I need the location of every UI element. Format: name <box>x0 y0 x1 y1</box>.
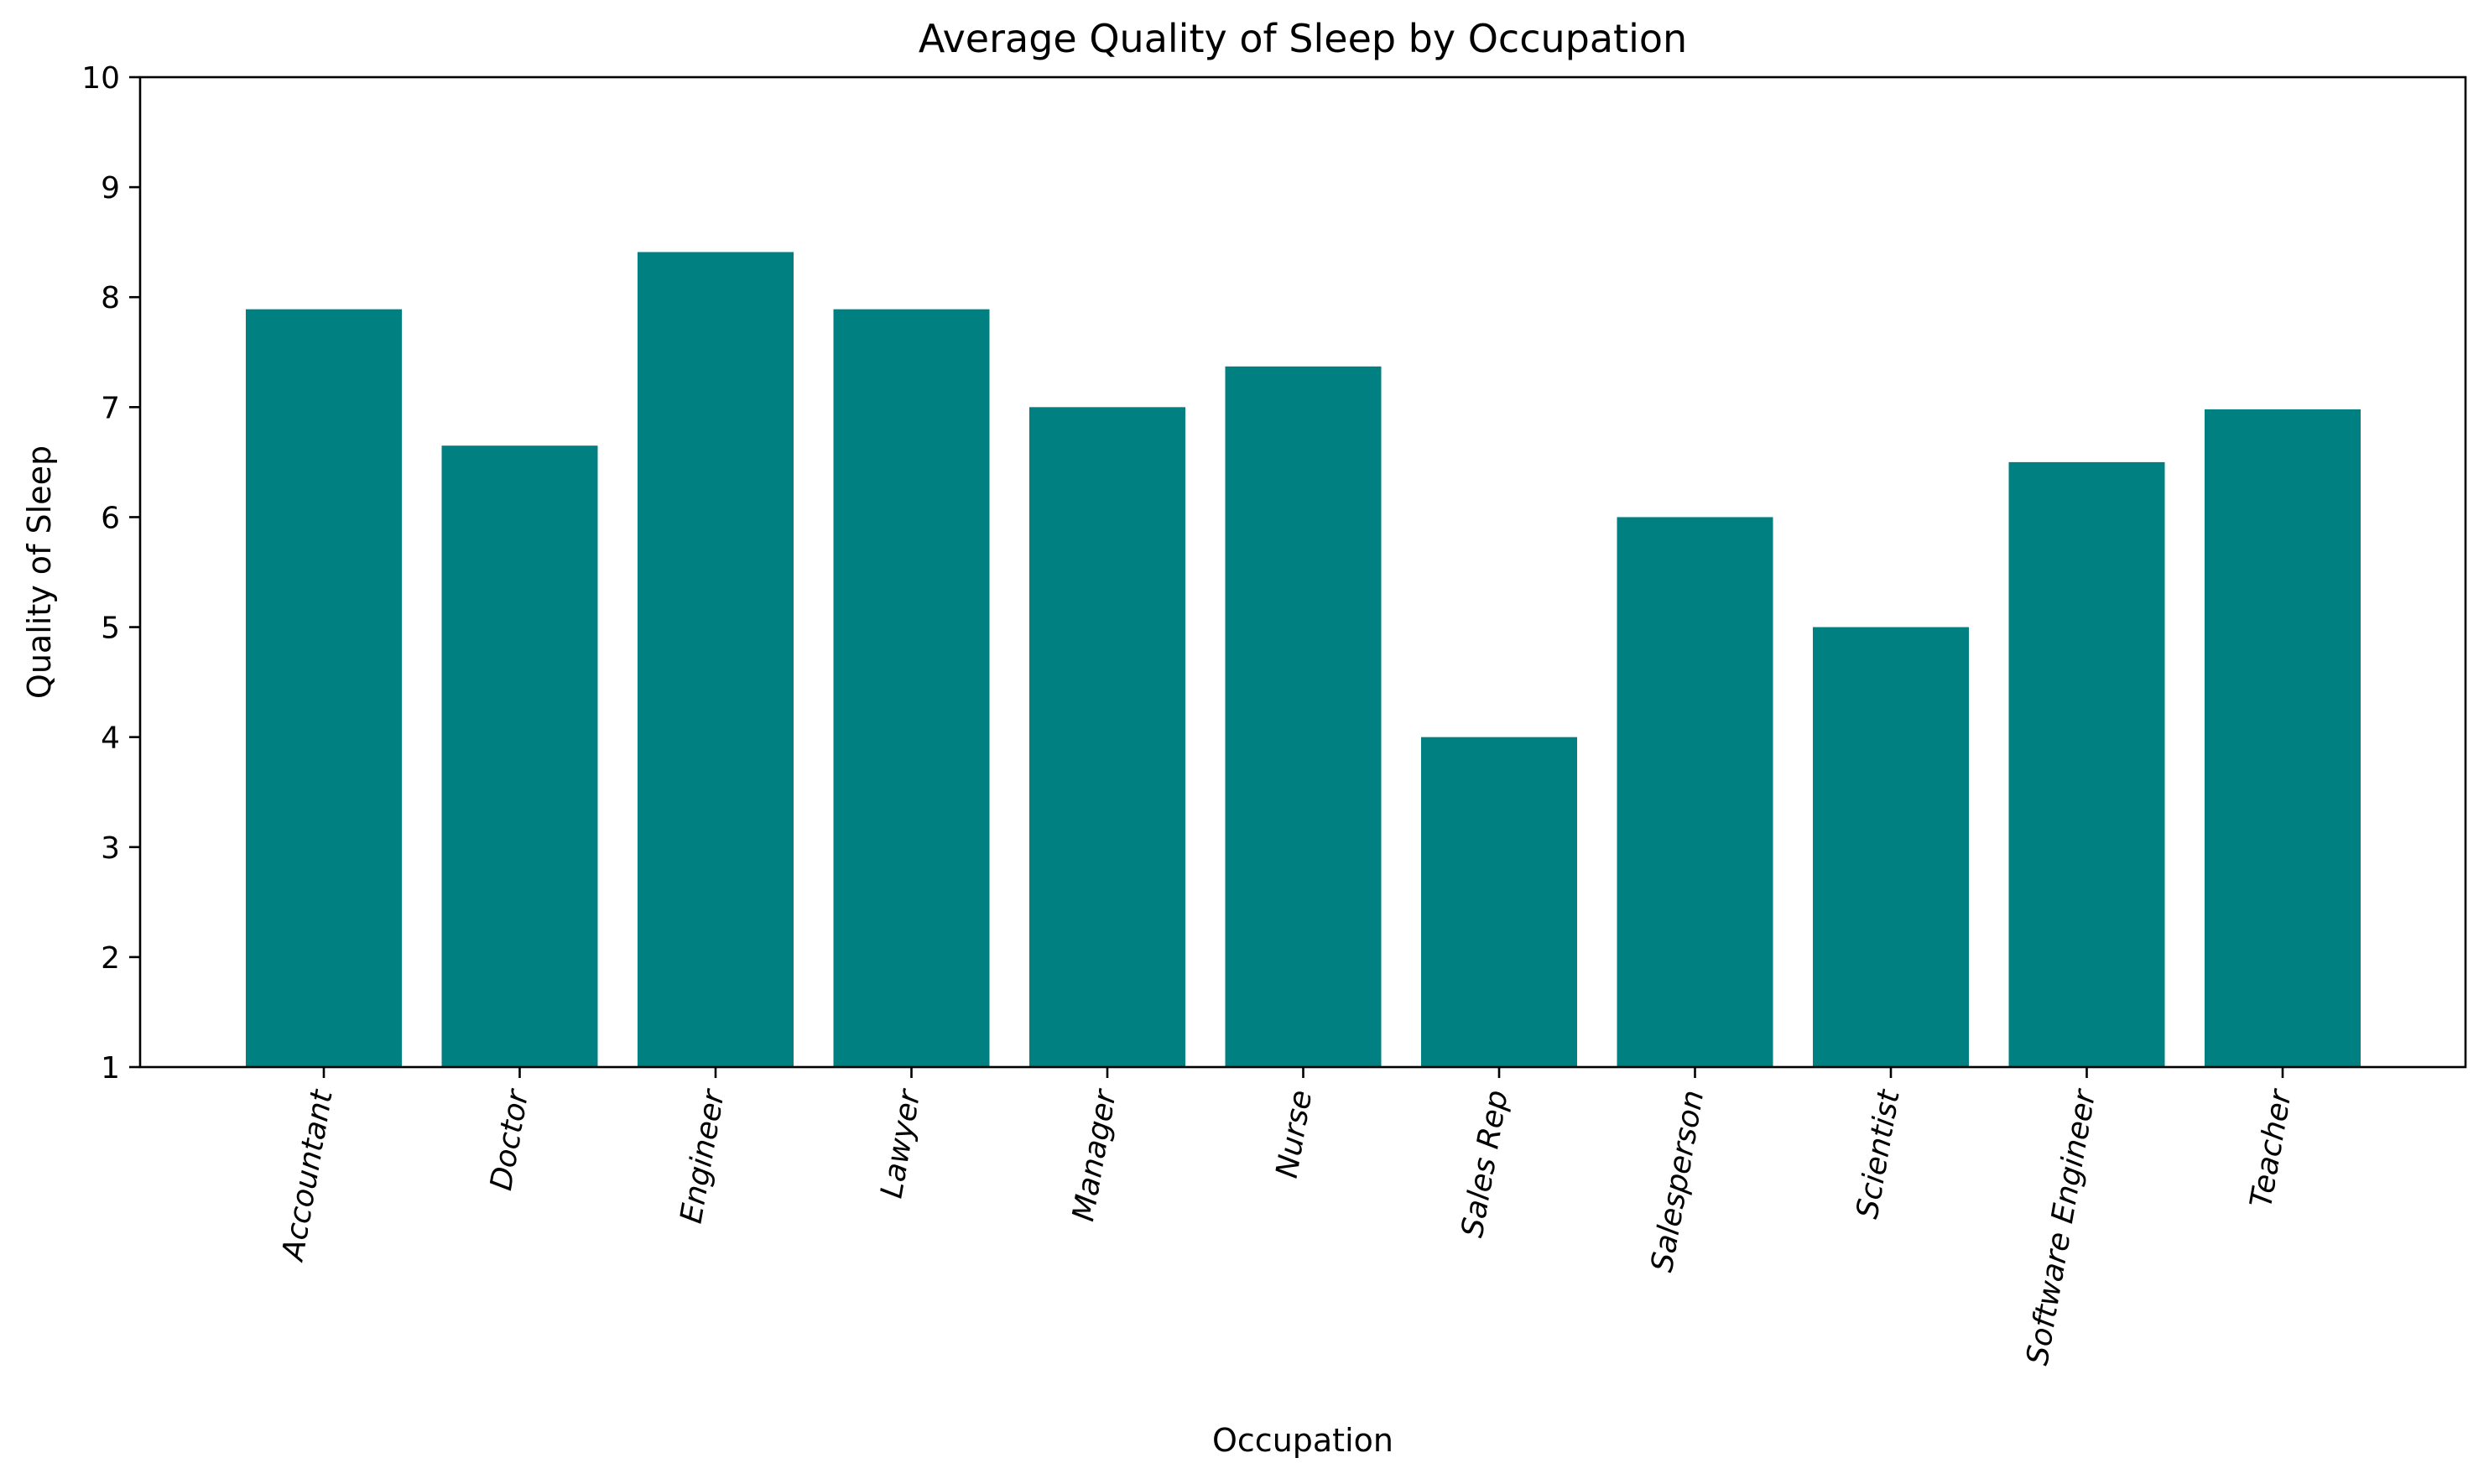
x-tick-label: Sales Rep <box>1455 1087 1515 1240</box>
x-axis-ticks: Accountant Doctor Engineer Lawyer Manager Nur… <box>276 1067 2299 1367</box>
chart-title: Average Quality of Sleep by Occupation <box>919 16 1687 61</box>
x-tick-label: Doctor <box>484 1086 536 1193</box>
x-tick-label: Scientist <box>1851 1086 1908 1221</box>
y-axis-label: Quality of Sleep <box>21 445 58 699</box>
y-tick-label: 6 <box>101 501 120 535</box>
y-tick-label: 5 <box>101 612 120 646</box>
y-tick-label: 2 <box>101 941 120 976</box>
bar-lawyer <box>833 309 990 1068</box>
bar-scientist <box>1813 627 1969 1067</box>
bar-doctor <box>441 445 598 1067</box>
x-tick-label: Lawyer <box>874 1086 927 1200</box>
x-tick-label: Nurse <box>1270 1087 1320 1180</box>
x-tick-label: Accountant <box>276 1086 341 1265</box>
x-tick-label: Software Engineer <box>2020 1086 2102 1367</box>
x-tick-label: Manager <box>1066 1086 1123 1224</box>
y-tick-label: 8 <box>101 281 120 315</box>
bar-software-engineer <box>2008 461 2165 1067</box>
y-tick-label: 10 <box>81 61 120 96</box>
y-tick-label: 3 <box>101 831 120 866</box>
y-axis-ticks: 1 2 3 4 5 6 7 8 9 10 <box>81 61 140 1086</box>
bar-teacher <box>2205 409 2361 1067</box>
bar-engineer <box>638 252 794 1067</box>
bars-group <box>246 252 2361 1068</box>
x-tick-label: Teacher <box>2244 1086 2299 1210</box>
x-tick-label: Engineer <box>674 1086 732 1226</box>
x-axis-label: Occupation <box>1212 1422 1393 1459</box>
bar-nurse <box>1225 366 1382 1067</box>
y-tick-label: 9 <box>101 171 120 206</box>
y-tick-label: 1 <box>101 1051 120 1086</box>
y-tick-label: 4 <box>101 721 120 756</box>
bar-salesperson <box>1617 517 1773 1067</box>
y-tick-label: 7 <box>101 391 120 425</box>
bar-manager <box>1029 407 1185 1067</box>
x-tick-label: Salesperson <box>1645 1087 1711 1274</box>
plot-frame <box>138 76 2467 1069</box>
bar-accountant <box>246 309 402 1068</box>
bar-sales-rep <box>1421 737 1577 1067</box>
